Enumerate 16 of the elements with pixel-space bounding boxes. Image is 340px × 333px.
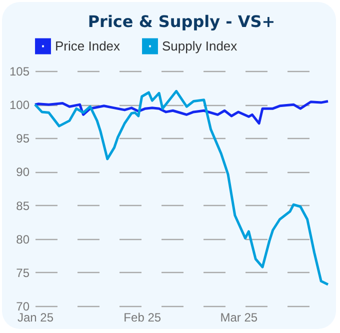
y-tick-label: 75: [16, 266, 30, 280]
x-tick-label: Feb 25: [124, 310, 162, 324]
y-tick-label: 105: [9, 64, 30, 78]
chart-title: Price & Supply - VS+: [88, 12, 276, 31]
line-series: [34, 90, 330, 286]
x-tick-label: Mar 25: [220, 310, 258, 324]
legend-label: Price Index: [55, 38, 121, 54]
legend-label: Supply Index: [162, 38, 238, 54]
y-tick-label: 95: [16, 132, 30, 146]
y-tick-label: 85: [16, 198, 30, 213]
y-tick-label: 70: [16, 300, 30, 314]
y-tick-label: 80: [16, 232, 30, 246]
x-tick-label: Jan 25: [17, 310, 54, 324]
line-series: [34, 100, 330, 125]
y-tick-label: 100: [9, 98, 30, 112]
y-tick-label: 90: [16, 165, 30, 180]
